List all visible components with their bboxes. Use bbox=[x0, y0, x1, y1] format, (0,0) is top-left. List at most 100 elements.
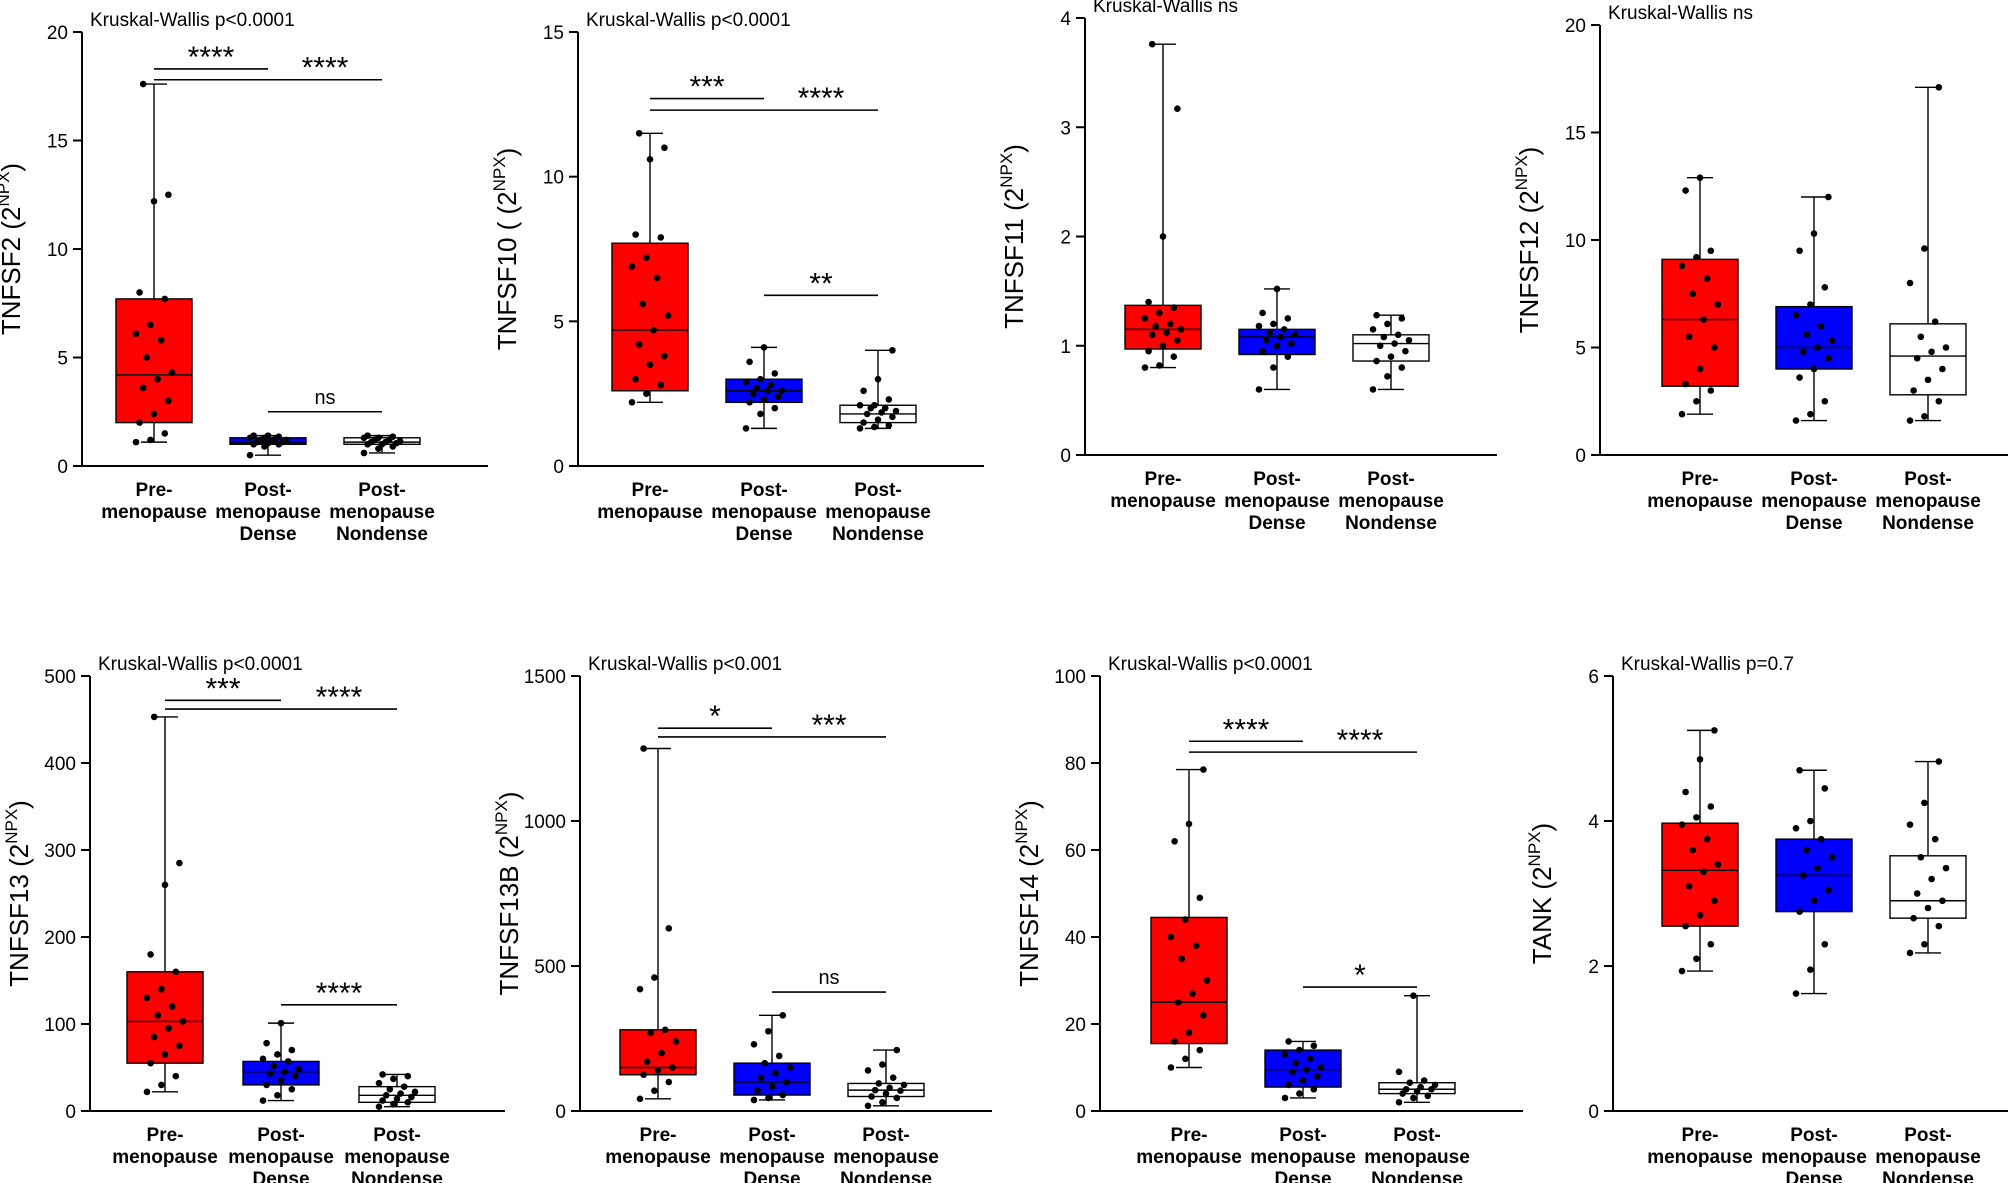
x-tick-label: menopause bbox=[1875, 491, 1981, 512]
data-point bbox=[1711, 727, 1718, 734]
data-point bbox=[1682, 788, 1689, 796]
data-point bbox=[1799, 872, 1807, 879]
y-tick-label: 500 bbox=[534, 957, 566, 978]
significance-label: *** bbox=[205, 672, 240, 705]
data-point bbox=[1384, 320, 1391, 328]
x-tick-label: Dense bbox=[239, 524, 296, 545]
data-point bbox=[1273, 342, 1281, 350]
data-point bbox=[771, 370, 779, 377]
data-point bbox=[651, 1087, 658, 1094]
data-point bbox=[1906, 279, 1914, 287]
data-point bbox=[1796, 374, 1803, 381]
data-point bbox=[1405, 336, 1413, 344]
y-tick-label: 0 bbox=[1060, 446, 1071, 467]
data-point bbox=[1148, 331, 1156, 339]
y-axis-label-name: TNFSF2 bbox=[0, 230, 26, 335]
data-point bbox=[1696, 365, 1704, 373]
significance-label: ** bbox=[809, 267, 833, 300]
box-group bbox=[619, 745, 697, 1103]
data-point bbox=[1185, 1029, 1193, 1036]
data-point bbox=[1714, 301, 1722, 308]
data-point bbox=[295, 1065, 303, 1073]
data-point bbox=[1799, 348, 1807, 356]
x-tick-label: menopause bbox=[1761, 491, 1867, 512]
data-point bbox=[760, 396, 768, 403]
x-tick-label: Post- bbox=[257, 1125, 305, 1146]
data-point bbox=[640, 745, 647, 752]
data-point bbox=[889, 413, 896, 421]
data-point bbox=[1148, 40, 1156, 48]
box bbox=[1150, 916, 1228, 1045]
y-axis-label-base: (2 bbox=[4, 844, 34, 867]
y-axis-label-base: (2 bbox=[999, 188, 1029, 211]
data-point bbox=[1431, 1081, 1439, 1089]
data-point bbox=[775, 393, 782, 400]
data-point bbox=[1689, 290, 1697, 298]
data-point bbox=[161, 430, 169, 437]
y-tick-label: 10 bbox=[543, 168, 564, 189]
box-group bbox=[1238, 285, 1316, 393]
data-point bbox=[132, 330, 140, 337]
data-point bbox=[1921, 413, 1928, 420]
data-point bbox=[1303, 1066, 1310, 1073]
data-point bbox=[1145, 298, 1152, 306]
data-point bbox=[1935, 397, 1943, 405]
data-point bbox=[143, 1088, 151, 1096]
panel-2: 0 1 2 3 4 TNFSF11 (2NPX) Kruskal-Wallis ns Pre-… bbox=[997, 0, 1497, 534]
data-point bbox=[864, 1067, 872, 1074]
y-axis-label: TNFSF13B (2NPX) bbox=[492, 791, 524, 995]
data-point bbox=[1398, 364, 1406, 371]
data-point bbox=[1825, 354, 1832, 362]
data-point bbox=[161, 881, 169, 889]
data-point bbox=[1163, 329, 1170, 336]
stat-label: Kruskal-Wallis p=0.7 bbox=[1621, 654, 1794, 675]
data-point bbox=[1707, 940, 1715, 948]
y-tick-label: 10 bbox=[47, 240, 68, 261]
y-tick-label: 5 bbox=[553, 312, 564, 333]
data-point bbox=[1796, 247, 1803, 255]
data-point bbox=[1921, 799, 1928, 807]
box bbox=[115, 298, 193, 424]
data-point bbox=[632, 375, 639, 383]
data-point bbox=[389, 433, 397, 441]
y-tick-label: 400 bbox=[44, 754, 76, 775]
y-axis-label-close: ) bbox=[1527, 823, 1557, 832]
data-point bbox=[746, 399, 753, 406]
data-point bbox=[364, 432, 371, 439]
y-tick-label: 0 bbox=[65, 1102, 76, 1123]
data-point bbox=[1398, 315, 1406, 322]
data-point bbox=[288, 1085, 296, 1093]
y-axis-label: TNFSF13 (2NPX) bbox=[2, 800, 34, 987]
data-point bbox=[900, 1081, 908, 1089]
x-tick-label: Nondense bbox=[336, 524, 428, 545]
box bbox=[1889, 323, 1967, 396]
data-point bbox=[1299, 1077, 1307, 1084]
x-tick-label: menopause bbox=[605, 1147, 711, 1168]
data-point bbox=[1192, 942, 1200, 949]
data-point bbox=[154, 1012, 162, 1019]
y-axis-label-base: (2 bbox=[0, 207, 26, 230]
y-axis-label-name: TANK bbox=[1527, 890, 1557, 965]
x-tick-label: menopause bbox=[344, 1147, 450, 1168]
data-point bbox=[1817, 835, 1825, 843]
data-point bbox=[1394, 331, 1402, 339]
x-tick-label: Dense bbox=[743, 1169, 800, 1183]
data-point bbox=[635, 129, 643, 137]
data-point bbox=[860, 419, 867, 426]
data-point bbox=[1825, 886, 1832, 894]
data-point bbox=[1814, 864, 1821, 872]
data-point bbox=[1174, 336, 1181, 344]
data-point bbox=[1410, 992, 1417, 1000]
x-tick-label: menopause bbox=[1224, 491, 1330, 512]
data-point bbox=[1693, 955, 1700, 963]
x-tick-label: menopause bbox=[1136, 1147, 1242, 1168]
stat-label: Kruskal-Wallis p<0.0001 bbox=[586, 10, 791, 31]
data-point bbox=[1420, 1077, 1428, 1084]
data-point bbox=[390, 1075, 397, 1083]
data-point bbox=[274, 1051, 281, 1058]
data-point bbox=[889, 1074, 897, 1081]
significance-label: **** bbox=[316, 681, 363, 714]
data-point bbox=[147, 436, 154, 444]
data-point bbox=[650, 326, 657, 334]
data-point bbox=[266, 1070, 274, 1077]
